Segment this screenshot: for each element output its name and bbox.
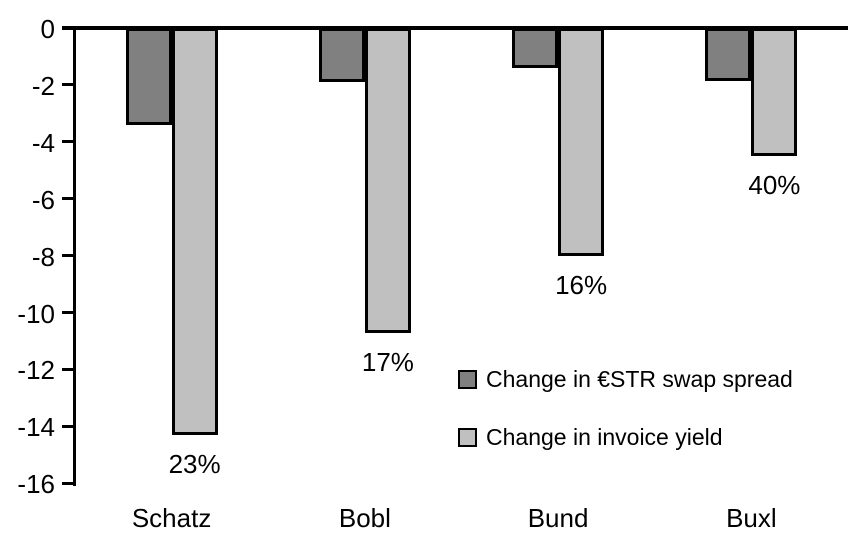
x-axis-label-buxl: Buxl (726, 503, 777, 533)
y-tick-label: -2 (31, 70, 55, 101)
y-tick-label: -14 (17, 412, 55, 443)
y-tick-mark (62, 26, 75, 30)
y-tick-label: -16 (17, 469, 55, 500)
data-label-bund: 16% (555, 269, 608, 300)
invoice-yield-swatch-icon (458, 427, 477, 447)
data-label-schatz: 23% (168, 449, 221, 479)
swap-spread-swatch-icon (458, 369, 477, 389)
y-tick-mark (62, 197, 75, 201)
y-tick-mark (62, 83, 75, 87)
y-tick-mark (62, 311, 75, 314)
data-label-buxl: 40% (748, 170, 801, 201)
y-tick-label: 0 (40, 14, 55, 44)
y-tick-mark (62, 254, 75, 258)
bar-bund-series-0 (512, 28, 559, 68)
legend-item-swap-spread: Change in €STR swap spread (458, 366, 793, 392)
y-tick-label: -12 (17, 355, 55, 386)
y-tick-label: -8 (31, 241, 55, 272)
y-tick-label: -10 (17, 298, 55, 329)
bar-bobl-series-1 (364, 28, 411, 333)
x-axis-zero-line (62, 26, 848, 30)
data-label-bobl: 17% (361, 346, 414, 377)
legend-item-invoice-yield: Change in invoice yield (458, 424, 793, 450)
y-tick-mark (62, 367, 75, 371)
legend-label: Change in invoice yield (486, 423, 723, 450)
bar-schatz-series-0 (125, 28, 172, 125)
x-axis-label-bobl: Bobl (338, 503, 391, 533)
legend-label: Change in €STR swap spread (486, 365, 793, 392)
y-tick-label: -6 (31, 184, 55, 215)
y-tick-mark (62, 424, 75, 428)
legend: Change in €STR swap spread Change in inv… (458, 366, 793, 482)
bar-buxl-series-1 (751, 28, 798, 157)
bar-bobl-series-0 (318, 28, 365, 83)
bar-schatz-series-1 (171, 28, 218, 435)
x-axis-label-bund: Bund (527, 503, 589, 533)
y-tick-mark (62, 140, 75, 144)
bar-bund-series-1 (558, 28, 605, 256)
bar-buxl-series-0 (705, 28, 752, 81)
y-tick-label: -4 (31, 127, 55, 158)
y-tick-mark (62, 481, 75, 485)
x-axis-label-schatz: Schatz (131, 503, 212, 533)
